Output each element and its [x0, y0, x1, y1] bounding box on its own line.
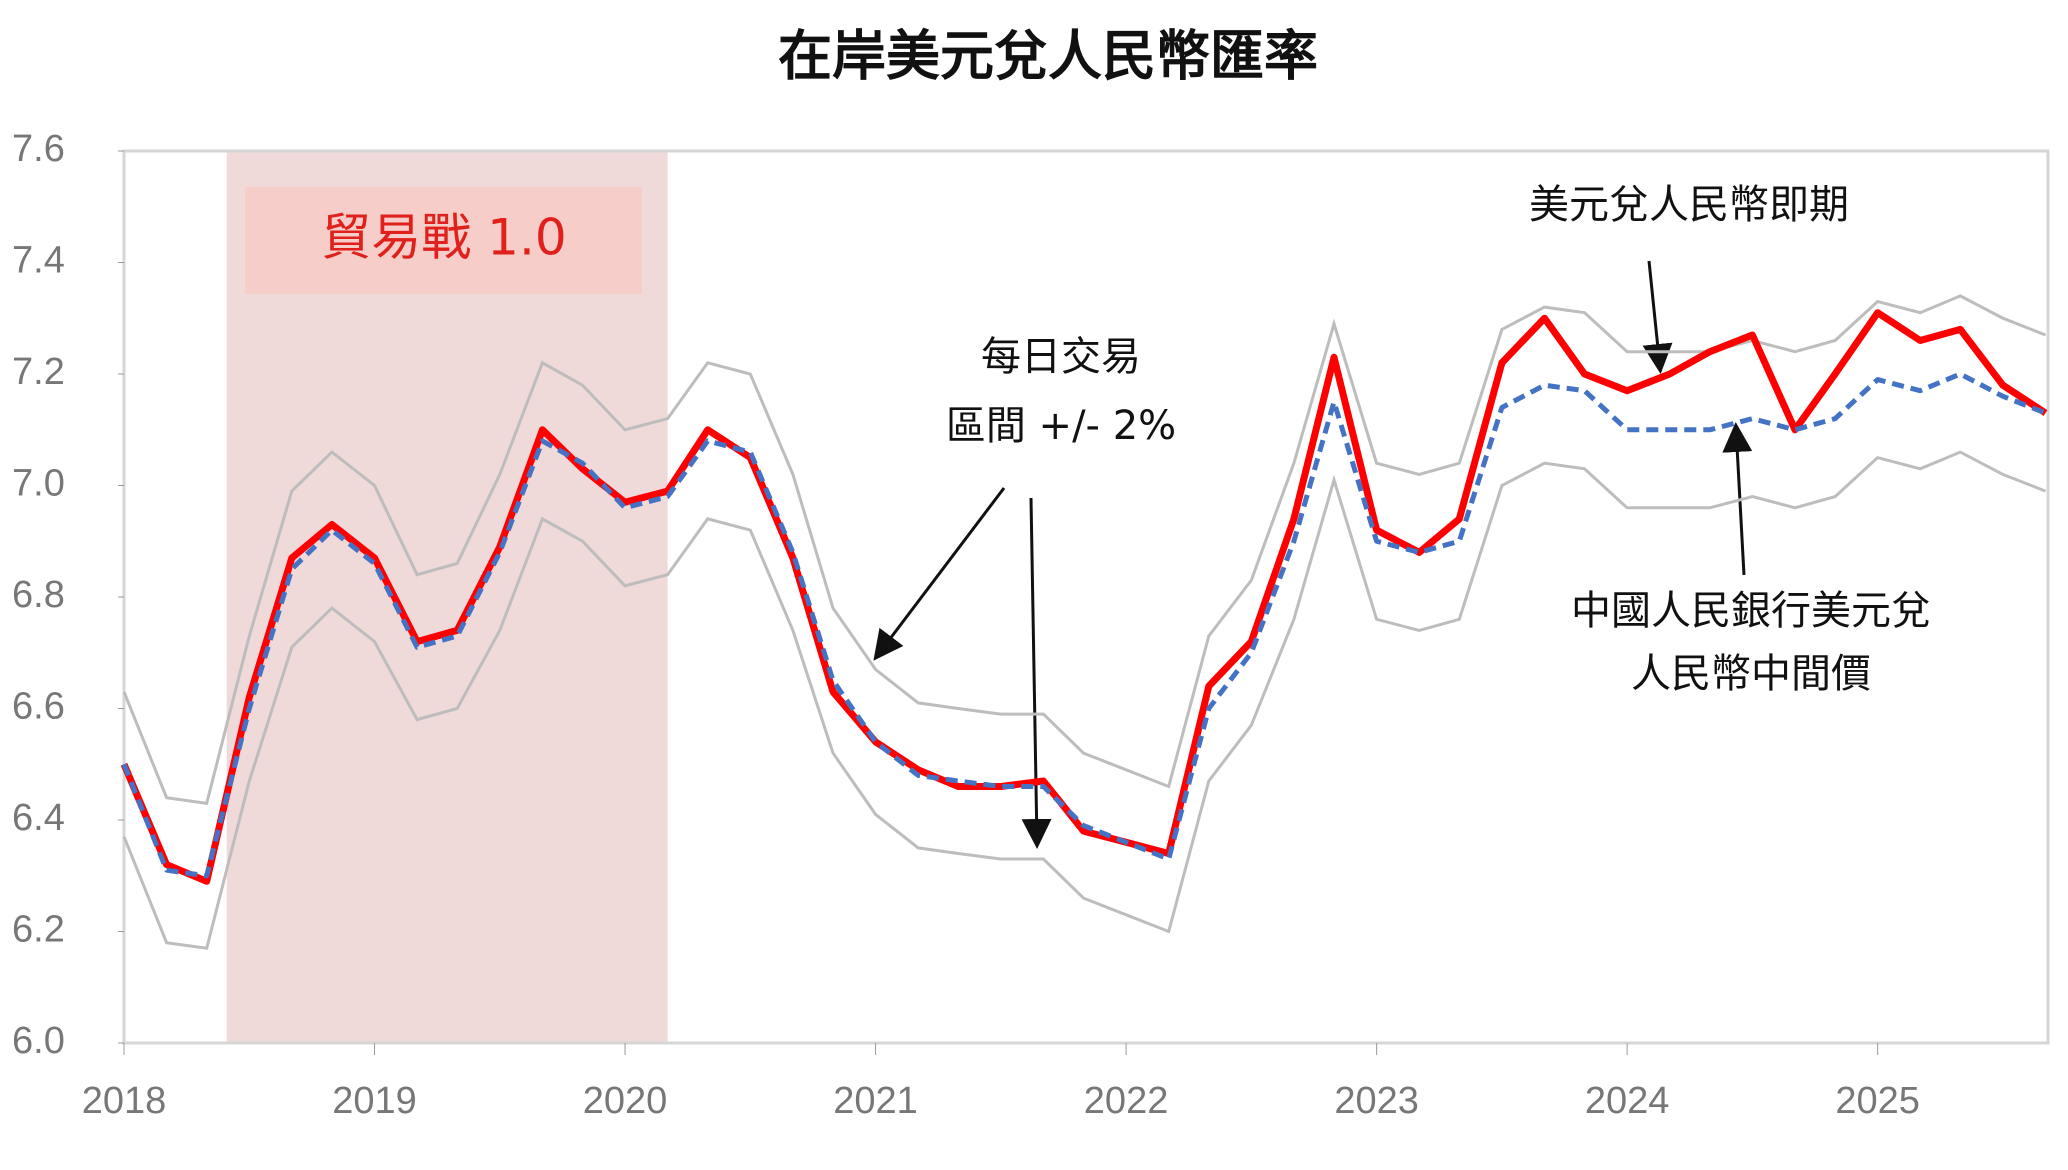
band-label: 每日交易: [981, 334, 1141, 380]
band-line: [122, 450, 2047, 950]
chart-title: 在岸美元兌人民幣匯率: [778, 25, 1318, 88]
x-tick-label: 2024: [1585, 1080, 1670, 1122]
x-tick-label: 2022: [1084, 1080, 1169, 1122]
arrow: [1642, 260, 1673, 374]
shade-label-box: [245, 187, 642, 294]
arrow: [1722, 422, 1753, 576]
series-label: 中國人民銀行美元兌: [1571, 588, 1931, 634]
y-tick-label: 6.4: [12, 797, 65, 839]
shade-region: [226, 151, 668, 1043]
band-label: 區間 +/- 2%: [946, 403, 1176, 449]
x-tick-label: 2019: [332, 1080, 417, 1122]
series-label: 美元兌人民幣即期: [1529, 182, 1849, 228]
arrow: [1021, 497, 1052, 849]
series-line: [121, 371, 2047, 879]
y-tick-label: 7.6: [12, 128, 65, 170]
shade-label: 貿易戰 1.0: [321, 209, 566, 267]
y-tick-label: 7.0: [12, 463, 65, 505]
arrow: [873, 487, 1006, 661]
y-tick-label: 7.4: [12, 240, 65, 282]
x-tick-label: 2023: [1334, 1080, 1419, 1122]
series-label: 人民幣中間價: [1631, 651, 1871, 697]
y-tick-label: 7.2: [12, 351, 65, 393]
x-tick-label: 2021: [833, 1080, 918, 1122]
series-line: [120, 309, 2048, 885]
x-tick-label: 2018: [82, 1080, 167, 1122]
y-tick-label: 6.2: [12, 909, 65, 951]
y-tick-label: 6.8: [12, 574, 65, 616]
y-tick-label: 6.0: [12, 1020, 65, 1062]
x-tick-label: 2020: [583, 1080, 668, 1122]
y-tick-label: 6.6: [12, 686, 65, 728]
x-tick-label: 2025: [1835, 1080, 1920, 1122]
